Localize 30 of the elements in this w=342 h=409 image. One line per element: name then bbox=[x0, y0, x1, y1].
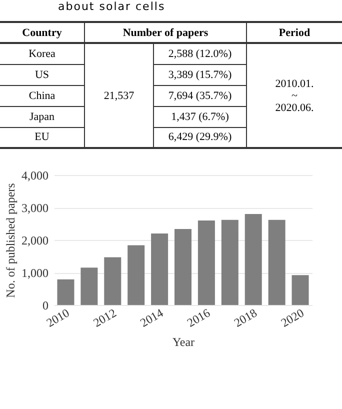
x-tick-label: 2014 bbox=[138, 306, 166, 330]
y-axis-title: No. of published papers bbox=[4, 182, 18, 298]
y-tick-label: 2,000 bbox=[22, 234, 48, 248]
text: 7,694 (35.7%) bbox=[168, 90, 232, 102]
category-label: China bbox=[0, 85, 84, 106]
y-tick-label: 4,000 bbox=[22, 168, 48, 182]
category-label: EU bbox=[0, 127, 84, 148]
text: 3,389 (15.7%) bbox=[168, 68, 232, 80]
text: 21,537 bbox=[84, 43, 154, 148]
text: ~ bbox=[292, 90, 298, 102]
x-tick-label: 2012 bbox=[90, 306, 119, 330]
y-tick-label: 3,000 bbox=[22, 201, 48, 215]
x-tick-label: 2016 bbox=[184, 306, 212, 330]
category-label: Japan bbox=[0, 106, 84, 127]
text: 1,437 (6.7%) bbox=[171, 110, 229, 122]
text: 2020.06. bbox=[275, 102, 314, 114]
y-tick-label: 1,000 bbox=[22, 266, 48, 280]
text: Number of papers bbox=[84, 22, 246, 43]
category-label: US bbox=[0, 64, 84, 85]
text: Country bbox=[0, 22, 84, 43]
category-label: Korea bbox=[0, 43, 84, 64]
x-tick-label: 2018 bbox=[232, 306, 260, 330]
text: about solar cells bbox=[58, 0, 166, 13]
text: 2010.01. bbox=[275, 78, 314, 90]
x-axis-title: Year bbox=[172, 335, 195, 350]
x-tick-label: 2020 bbox=[278, 306, 306, 330]
text: 6,429 (29.9%) bbox=[168, 131, 232, 144]
text: 2,588 (12.0%) bbox=[168, 48, 232, 60]
y-tick-label: 0 bbox=[42, 298, 48, 312]
text: Period bbox=[246, 22, 342, 43]
